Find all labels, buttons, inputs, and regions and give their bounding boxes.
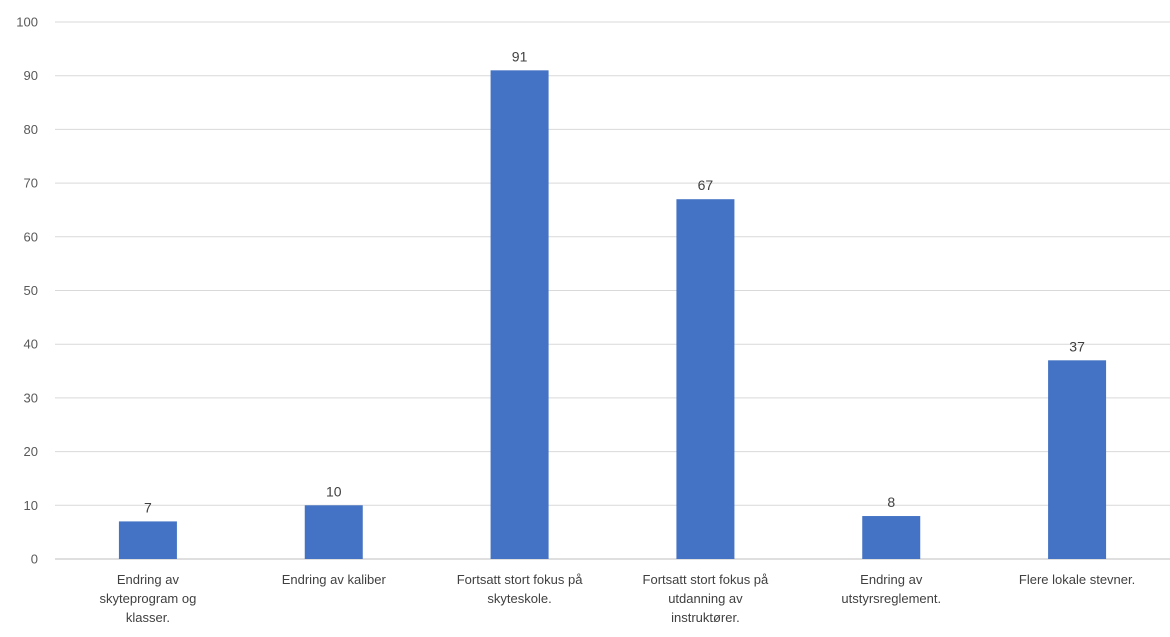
data-label: 37 — [1069, 338, 1085, 354]
y-tick-label: 0 — [31, 552, 38, 567]
y-tick-label: 90 — [24, 68, 38, 83]
y-tick-label: 100 — [16, 15, 38, 30]
data-label: 91 — [512, 48, 528, 64]
category-label: Endring av — [860, 572, 923, 587]
bar — [490, 70, 549, 559]
bar — [118, 521, 177, 559]
y-tick-label: 10 — [24, 498, 38, 513]
bar — [1048, 360, 1107, 559]
y-tick-label: 60 — [24, 229, 38, 244]
y-tick-label: 70 — [24, 176, 38, 191]
category-label: klasser. — [126, 610, 170, 625]
category-label: skyteskole. — [487, 591, 551, 606]
category-label: Fortsatt stort fokus på — [457, 572, 583, 587]
category-label: Endring av kaliber — [282, 572, 387, 587]
data-labels: 7 10 91 67 8 37 — [144, 48, 1085, 515]
data-label: 67 — [698, 177, 714, 193]
category-label: Endring av — [117, 572, 180, 587]
category-label: utdanning av — [668, 591, 743, 606]
category-label: Fortsatt stort fokus på — [643, 572, 769, 587]
x-axis-categories: Endring av skyteprogram og klasser. Endring… — [100, 572, 1136, 625]
y-tick-label: 80 — [24, 122, 38, 137]
bar — [304, 505, 363, 559]
category-label: skyteprogram og — [100, 591, 197, 606]
y-tick-label: 50 — [24, 283, 38, 298]
data-label: 10 — [326, 483, 342, 499]
data-label: 8 — [887, 494, 895, 510]
bars — [118, 70, 1107, 559]
gridlines — [55, 21, 1170, 560]
y-tick-label: 40 — [24, 337, 38, 352]
y-axis-ticks: 0 10 20 30 40 50 60 70 80 90 100 — [16, 15, 38, 567]
category-label: Flere lokale stevner. — [1019, 572, 1135, 587]
category-label: utstyrsreglement. — [841, 591, 941, 606]
bar — [862, 516, 921, 559]
data-label: 7 — [144, 499, 152, 515]
category-label: instruktører. — [671, 610, 740, 625]
y-tick-label: 20 — [24, 444, 38, 459]
y-tick-label: 30 — [24, 390, 38, 405]
bar — [676, 199, 735, 559]
